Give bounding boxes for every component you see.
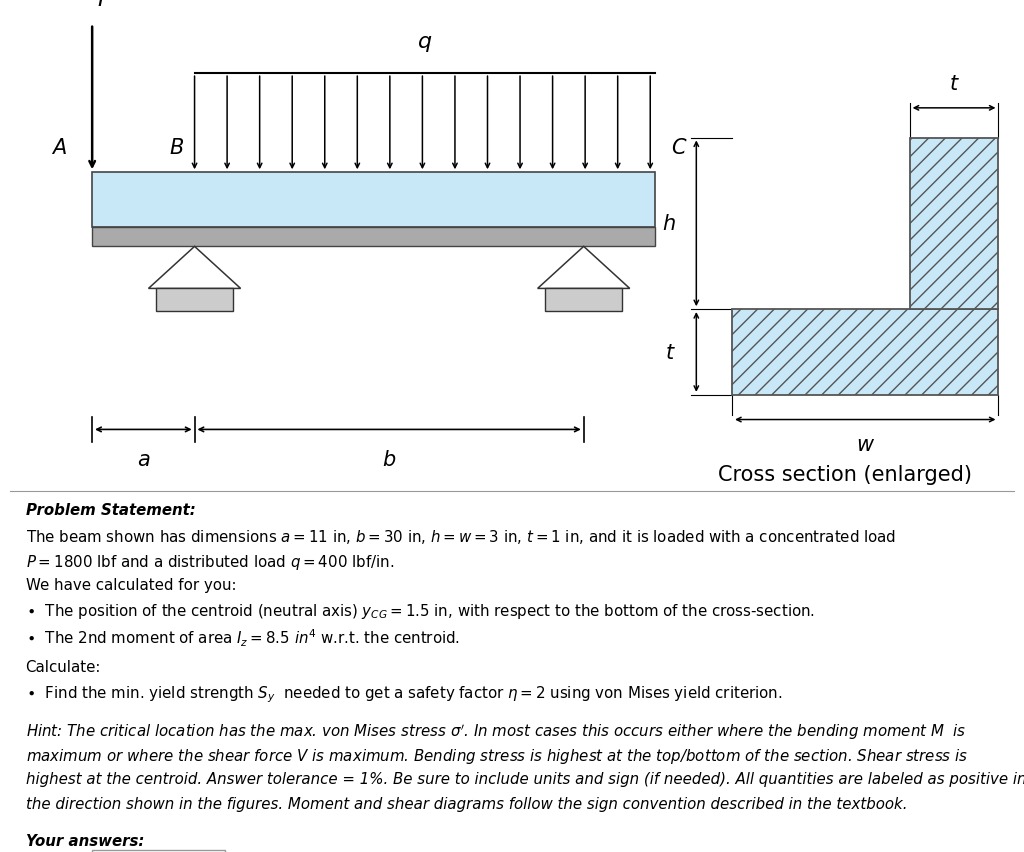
Text: $a$: $a$ (136, 450, 151, 469)
Bar (92, 227, 655, 247)
Text: $t$: $t$ (665, 343, 676, 363)
Polygon shape (538, 247, 630, 289)
Text: $\bullet$  Find the min. yield strength $S_y$  needed to get a safety factor $\e: $\bullet$ Find the min. yield strength $… (26, 684, 782, 705)
Text: $B$: $B$ (169, 138, 184, 158)
Polygon shape (148, 247, 241, 289)
Text: Problem Statement:: Problem Statement: (26, 502, 196, 517)
Bar (92, 173, 655, 227)
Text: maximum or where the shear force $V$ is maximum. Bending stress is highest at th: maximum or where the shear force $V$ is … (26, 746, 968, 765)
Text: Hint: The critical location has the max. von Mises stress $\sigma'$. In most cas: Hint: The critical location has the max.… (26, 722, 966, 741)
Bar (545, 289, 622, 311)
Bar (909, 138, 998, 310)
Text: $\bullet$  The 2nd moment of area $I_z = 8.5\ in^4$ w.r.t. the centroid.: $\bullet$ The 2nd moment of area $I_z = … (26, 627, 460, 648)
Bar (732, 310, 998, 395)
Text: $\bullet$  The position of the centroid (neutral axis) $y_{CG} = 1.5$ in, with r: $\bullet$ The position of the centroid (… (26, 602, 815, 621)
Text: $q$: $q$ (418, 34, 432, 55)
Text: $P = 1800$ lbf and a distributed load $q = 400$ lbf/in.: $P = 1800$ lbf and a distributed load $q… (26, 552, 394, 571)
Text: Cross section (enlarged): Cross section (enlarged) (718, 464, 972, 484)
Text: the direction shown in the figures. Moment and shear diagrams follow the sign co: the direction shown in the figures. Mome… (26, 796, 907, 811)
Text: $A$: $A$ (50, 138, 67, 158)
Text: Calculate:: Calculate: (26, 659, 101, 674)
Bar (156, 289, 232, 311)
Text: The beam shown has dimensions $a = 11$ in, $b = 30$ in, $h = w = 3$ in, $t = 1$ : The beam shown has dimensions $a = 11$ i… (26, 527, 896, 545)
Text: Your answers:: Your answers: (26, 833, 144, 849)
Text: We have calculated for you:: We have calculated for you: (26, 577, 237, 592)
Text: $C$: $C$ (671, 138, 687, 158)
Text: $w$: $w$ (856, 435, 874, 455)
Text: $b$: $b$ (382, 450, 396, 469)
Bar (92, 850, 225, 852)
Text: $t$: $t$ (948, 74, 959, 94)
Text: $P$: $P$ (97, 0, 113, 10)
Text: $h$: $h$ (663, 214, 676, 234)
Text: highest at the centroid. Answer tolerance = 1%. Be sure to include units and sig: highest at the centroid. Answer toleranc… (26, 771, 1024, 786)
